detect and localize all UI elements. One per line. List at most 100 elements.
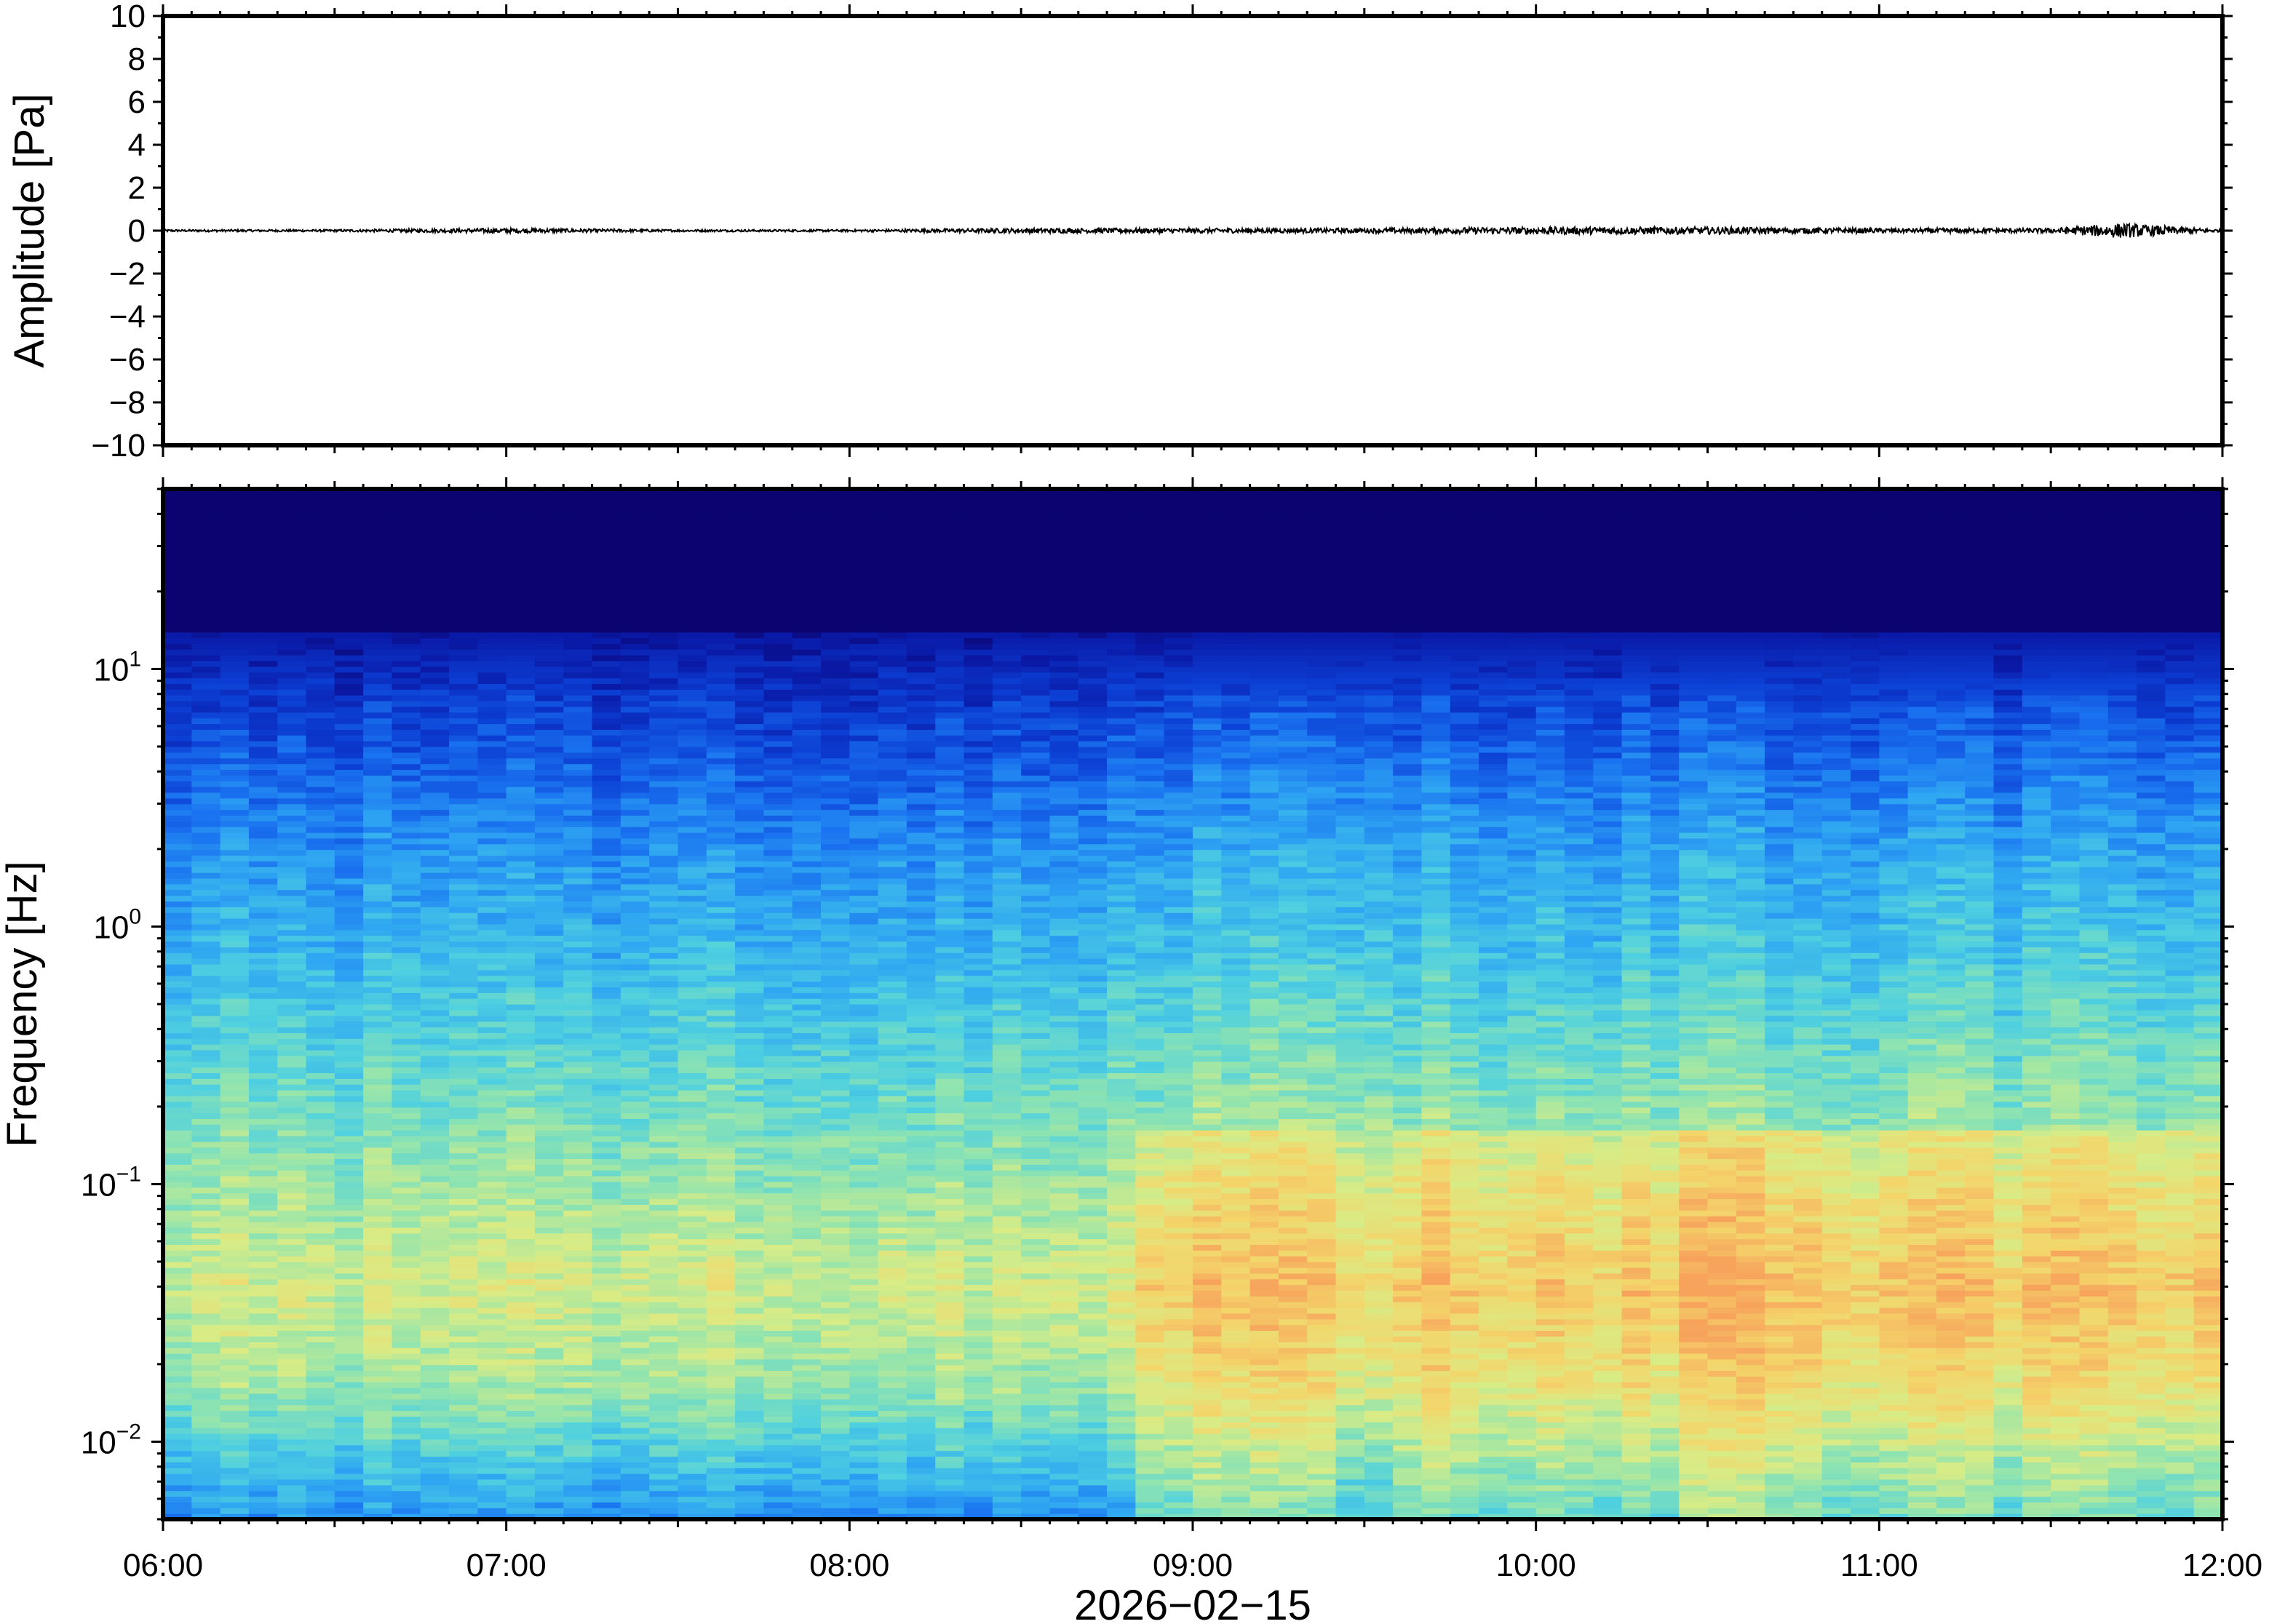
spectrogram-cell (849, 929, 879, 936)
spectrogram-cell (334, 1090, 364, 1096)
spectrogram-cell (821, 918, 850, 925)
spectrogram-cell (677, 1032, 707, 1039)
spectrogram-cell (506, 827, 536, 833)
spectrogram-cell (735, 1324, 765, 1331)
spectrogram-cell (248, 827, 278, 833)
spectrogram-cell (220, 1055, 250, 1062)
spectrogram-cell (449, 1101, 478, 1108)
spectrogram-cell (392, 1376, 421, 1382)
spectrogram-cell (420, 1410, 450, 1417)
spectrogram-cell (506, 1382, 536, 1388)
spectrogram-cell (191, 1438, 221, 1446)
spectrogram-cell (306, 1049, 335, 1056)
spectrogram-cell (191, 763, 221, 771)
spectrogram-cell (334, 872, 364, 879)
spectrogram-cell (449, 529, 478, 536)
spectrogram-cell (534, 969, 564, 976)
spectrogram-cell (792, 1456, 822, 1462)
spectrogram-cell (306, 741, 335, 747)
spectrogram-cell (392, 1393, 421, 1400)
spectrogram-cell (763, 1388, 793, 1394)
spectrogram-cell (563, 735, 593, 741)
spectrogram-cell (534, 1428, 564, 1434)
spectrogram-cell (420, 1233, 450, 1240)
spectrogram-cell (763, 677, 793, 685)
spectrogram-cell (220, 1176, 250, 1182)
spectrogram-cell (620, 1216, 650, 1222)
spectrogram-cell (220, 1256, 250, 1262)
spectrogram-cell (563, 1444, 593, 1452)
spectrogram-cell (592, 672, 621, 679)
spectrogram-cell (306, 735, 335, 741)
spectrogram-cell (792, 695, 822, 701)
spectrogram-cell (449, 1084, 478, 1091)
spectrogram-cell (763, 1290, 793, 1297)
spectrogram-cell (248, 546, 278, 553)
spectrogram-cell (248, 1353, 278, 1360)
spectrogram-cell (563, 1307, 593, 1314)
spectrogram-cell (363, 958, 393, 965)
spectrogram-cell (449, 1176, 478, 1182)
spectrogram-cell (878, 1176, 907, 1182)
spectrogram-cell (821, 809, 850, 816)
spectrogram-cell (792, 1147, 822, 1154)
spectrogram-cell (420, 855, 450, 861)
waveform-y-tick-label: −8 (109, 385, 146, 421)
spectrogram-cell (592, 1118, 621, 1125)
spectrogram-cell (592, 1101, 621, 1108)
spectrogram-cell (191, 1490, 221, 1497)
spectrogram-cell (392, 1210, 421, 1217)
spectrogram-cell (334, 569, 364, 576)
spectrogram-cell (477, 512, 507, 518)
spectrogram-cell (849, 889, 879, 896)
spectrogram-cell (506, 735, 536, 741)
spectrogram-cell (677, 1124, 707, 1131)
spectrogram-cell (849, 1433, 879, 1440)
spectrogram-cell (220, 1084, 250, 1091)
spectrogram-cell (878, 1067, 907, 1073)
spectrogram-cell (735, 792, 765, 799)
spectrogram-cell (334, 717, 364, 725)
spectrogram-cell (449, 843, 478, 851)
spectrogram-cell (477, 1307, 507, 1314)
spectrogram-cell (420, 1388, 450, 1394)
spectrogram-cell (220, 712, 250, 719)
spectrogram-cell (649, 1330, 679, 1337)
spectrogram-cell (334, 877, 364, 885)
spectrogram-cell (563, 523, 593, 530)
spectrogram-cell (849, 1118, 879, 1125)
spectrogram-cell (163, 701, 192, 707)
spectrogram-cell (306, 603, 335, 610)
spectrogram-cell (706, 1210, 736, 1217)
spectrogram-cell (420, 1158, 450, 1165)
spectrogram-cell (334, 1021, 364, 1028)
spectrogram-cell (191, 781, 221, 787)
spectrogram-cell (248, 580, 278, 587)
spectrogram-cell (163, 1398, 192, 1406)
spectrogram-cell (706, 1513, 736, 1520)
spectrogram-cell (849, 952, 879, 959)
spectrogram-cell (534, 1444, 564, 1452)
spectrogram-cell (706, 586, 736, 593)
spectrogram-cell (420, 1038, 450, 1045)
spectrogram-cell (277, 1009, 307, 1016)
spectrogram-cell (420, 1090, 450, 1096)
spectrogram-cell (163, 941, 192, 947)
spectrogram-cell (334, 1364, 364, 1372)
spectrogram-cell (392, 1278, 421, 1286)
spectrogram-cell (821, 1382, 850, 1388)
spectrogram-cell (248, 563, 278, 570)
spectrogram-cell (248, 534, 278, 541)
spectrogram-cell (449, 958, 478, 965)
spectrogram-cell (363, 1124, 393, 1131)
spectrogram-cell (334, 1227, 364, 1234)
spectrogram-cell (306, 1238, 335, 1245)
spectrogram-cell (277, 712, 307, 719)
spectrogram-cell (563, 747, 593, 753)
spectrogram-cell (334, 1044, 364, 1051)
spectrogram-cell (706, 987, 736, 993)
spectrogram-cell (420, 1084, 450, 1091)
spectrogram-cell (592, 643, 621, 650)
spectrogram-cell (706, 1296, 736, 1302)
spectrogram-cell (592, 615, 621, 621)
